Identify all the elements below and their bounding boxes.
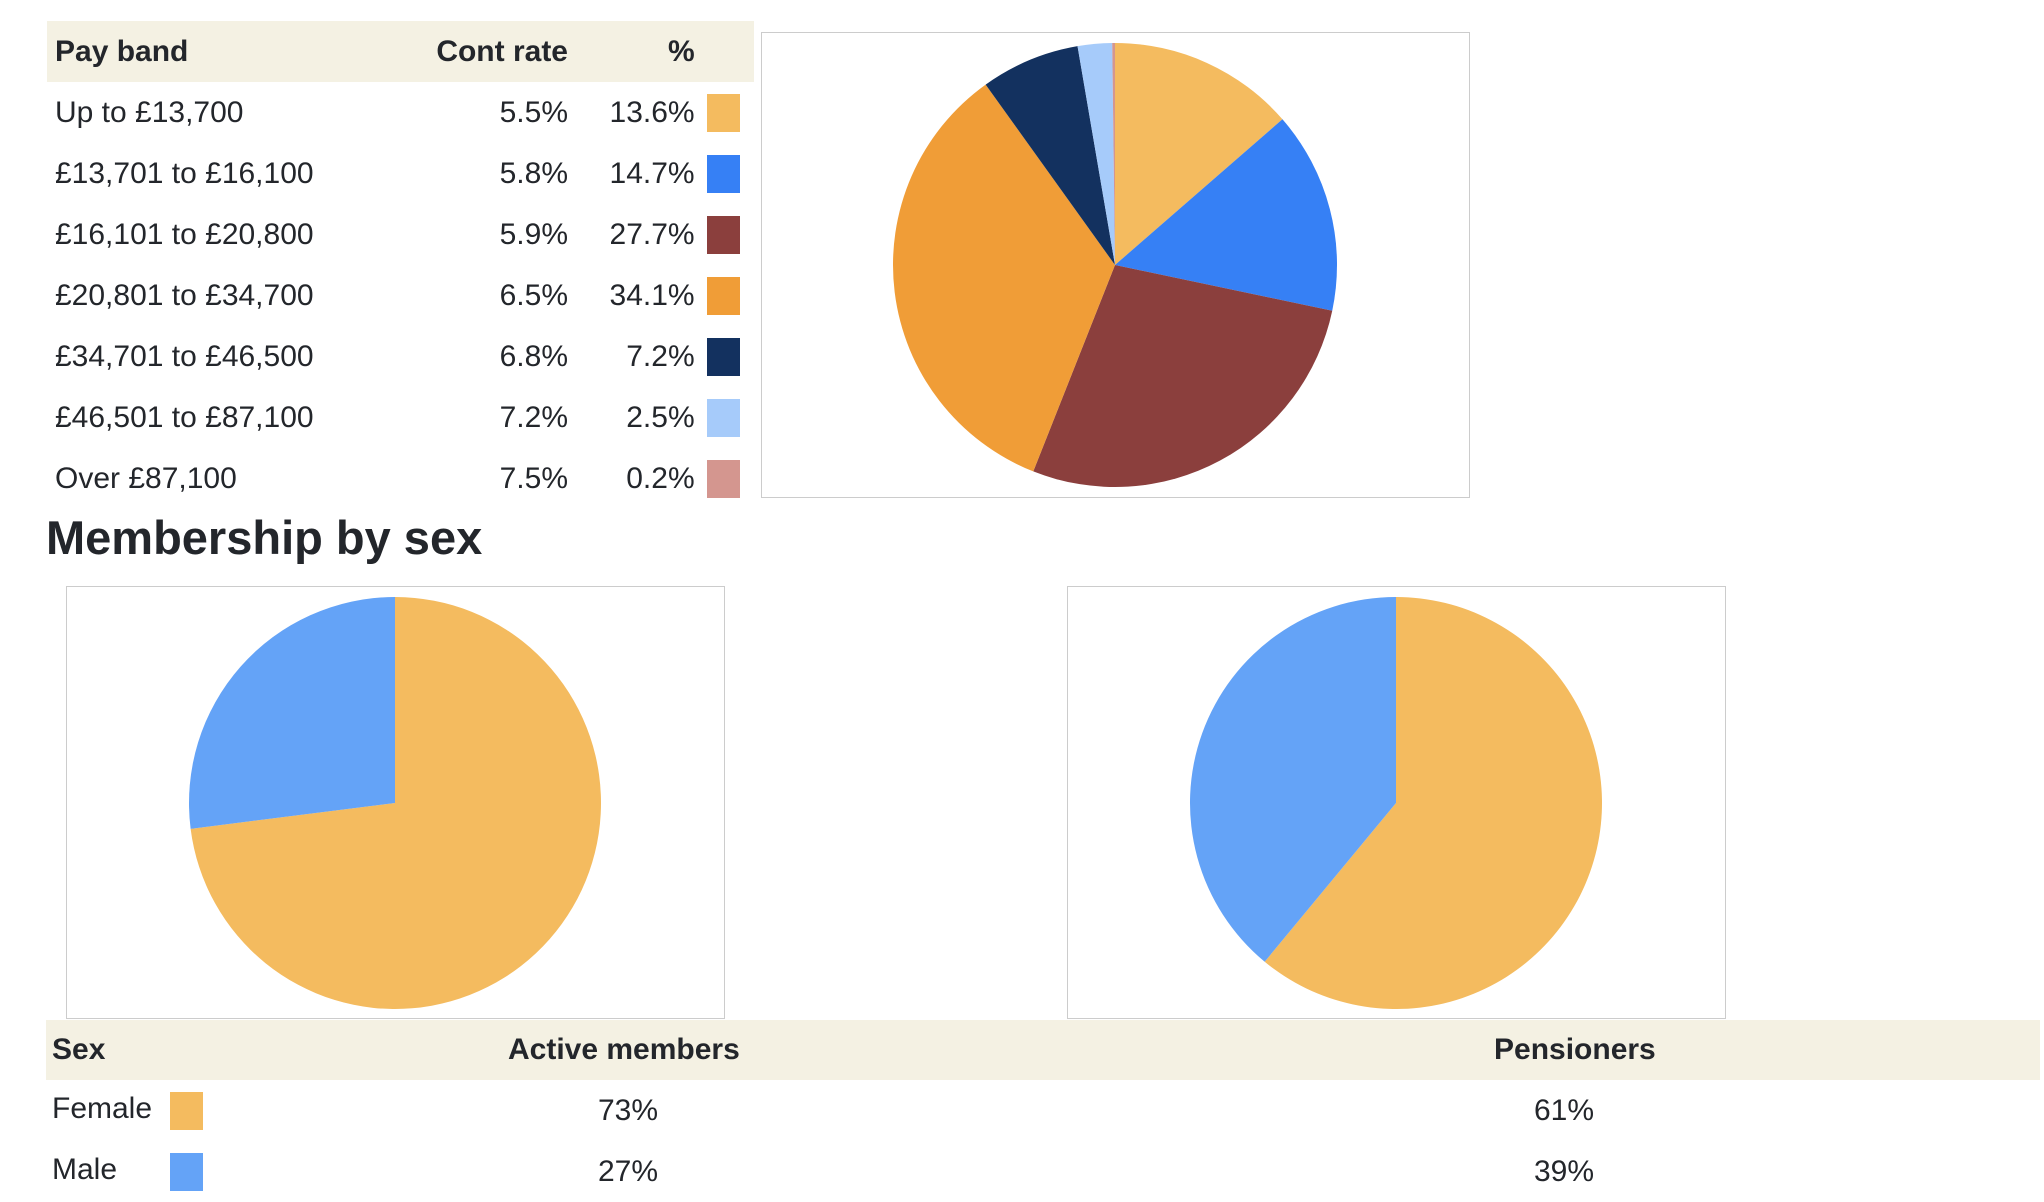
table-row: Female 73% 61% [46, 1080, 2040, 1141]
pay-band: £46,501 to £87,100 [55, 400, 314, 434]
percentage: 7.2% [626, 339, 695, 373]
table-row: Up to £13,700 5.5% 13.6% [47, 82, 754, 143]
active-members-pie-chart [66, 586, 725, 1019]
table-row: £13,701 to £16,100 5.8% 14.7% [47, 143, 754, 204]
cont-rate: 7.5% [499, 461, 568, 495]
cont-rate: 5.5% [499, 95, 568, 129]
pie-slice-over-87-100 [1112, 43, 1115, 265]
pie-slice-up-to-13-700 [1115, 43, 1283, 265]
pie-slice--46-501-to-87-100 [1077, 43, 1115, 265]
legend-swatch [170, 1091, 203, 1130]
pay-band: £13,701 to £16,100 [55, 156, 314, 190]
table-row: £20,801 to £34,700 6.5% 34.1% [47, 265, 754, 326]
cont-rate: 6.5% [499, 278, 568, 312]
pie-slice-female [190, 597, 601, 1009]
legend-swatch [170, 1152, 203, 1191]
percentage: 34.1% [609, 278, 695, 312]
pie-slice--34-701-to-46-500 [985, 46, 1115, 265]
header-sex: Sex [46, 1020, 478, 1080]
header-pct: % [576, 21, 703, 82]
legend-swatch [706, 215, 740, 254]
cont-rate: 5.8% [499, 156, 568, 190]
legend-swatch [706, 337, 740, 376]
table-row: £34,701 to £46,500 6.8% 7.2% [47, 326, 754, 387]
sex-label: Male [52, 1153, 118, 1187]
percentage: 27.7% [609, 217, 695, 251]
percentage: 13.6% [609, 95, 695, 129]
legend-swatch [706, 276, 740, 315]
cont-rate: 6.8% [499, 339, 568, 373]
sex-table: Sex Active members Pensioners Female 73% 61%… [46, 1020, 2040, 1202]
pensioners-value: 61% [1534, 1093, 1595, 1127]
header-active: Active members [478, 1020, 964, 1080]
active-value: 27% [598, 1154, 659, 1188]
sex-label: Female [52, 1092, 153, 1126]
header-pay-band: Pay band [47, 21, 391, 82]
percentage: 2.5% [626, 400, 695, 434]
pay-band: £20,801 to £34,700 [55, 278, 314, 312]
percentage: 0.2% [626, 461, 695, 495]
legend-swatch [706, 93, 740, 132]
table-row: Over £87,100 7.5% 0.2% [47, 448, 754, 509]
pie-slice-male [1190, 597, 1396, 962]
pie-slice--20-801-to-34-700 [893, 84, 1115, 472]
legend-swatch [706, 154, 740, 193]
header-pensioners: Pensioners [964, 1020, 2040, 1080]
cont-rate: 5.9% [499, 217, 568, 251]
pay-band-pie-chart [761, 32, 1470, 498]
header-cont-rate: Cont rate [390, 21, 576, 82]
cont-rate: 7.2% [499, 400, 568, 434]
pie-slice-female [1264, 597, 1602, 1009]
pie-slice--13-701-to-16-100 [1115, 119, 1337, 311]
percentage: 14.7% [609, 156, 695, 190]
pie-slice--16-101-to-20-800 [1033, 265, 1333, 487]
table-row: £16,101 to £20,800 5.9% 27.7% [47, 204, 754, 265]
pensioners-value: 39% [1534, 1154, 1595, 1188]
pie-slice-male [189, 597, 395, 829]
section-heading: Membership by sex [46, 511, 483, 564]
pensioners-pie-chart [1067, 586, 1726, 1019]
pay-band-table: Pay band Cont rate% Up to £13,700 5.5% 13.6… [47, 21, 754, 509]
pay-band: £34,701 to £46,500 [55, 339, 314, 373]
pay-band: Over £87,100 [55, 461, 237, 495]
legend-swatch [706, 459, 740, 498]
table-row: Male 27% 39% [46, 1141, 2040, 1202]
pay-band: Up to £13,700 [55, 95, 244, 129]
active-value: 73% [598, 1093, 659, 1127]
table-row: £46,501 to £87,100 7.2% 2.5% [47, 387, 754, 448]
legend-swatch [706, 398, 740, 437]
pay-band: £16,101 to £20,800 [55, 217, 314, 251]
